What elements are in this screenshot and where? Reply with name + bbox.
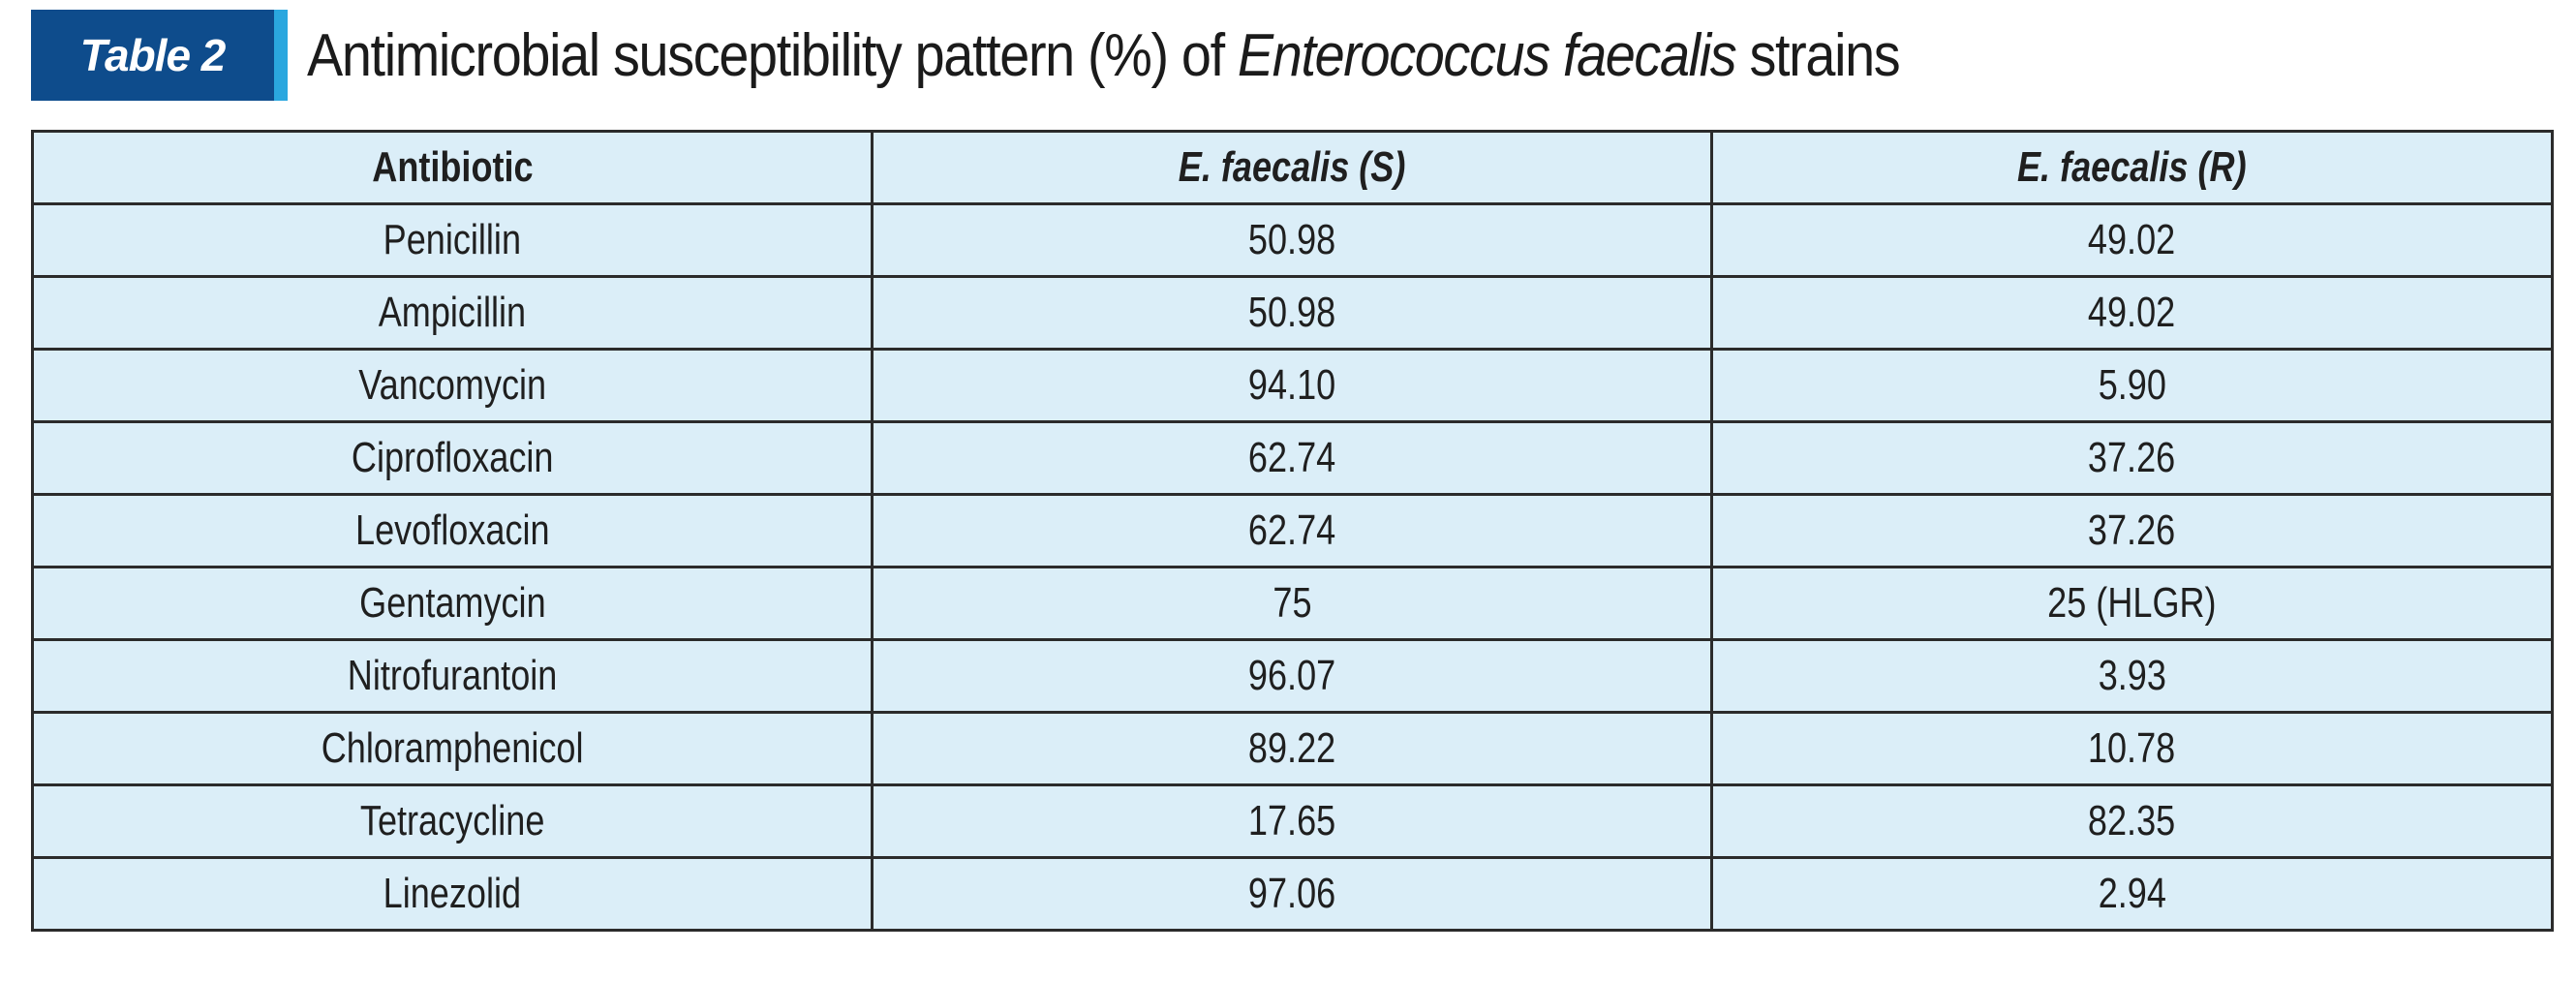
cell-susceptible: 96.07 [871,638,1713,714]
table-caption: Table 2 Antimicrobial susceptibility pat… [31,10,2076,101]
cell-antibiotic: Chloramphenicol [31,711,874,786]
cell-antibiotic: Levofloxacin [31,493,874,568]
table-row: Vancomycin 94.10 5.90 [31,348,2554,423]
table-row: Tetracycline 17.65 82.35 [31,783,2554,859]
table-row: Ampicillin 50.98 49.02 [31,275,2554,351]
table-row: Gentamycin 75 25 (HLGR) [31,566,2554,641]
cell-resistant: 49.02 [1710,202,2554,278]
cell-susceptible: 75 [871,566,1713,641]
cell-susceptible: 17.65 [871,783,1713,859]
cell-antibiotic: Linezolid [31,856,874,932]
table-number-badge: Table 2 [31,10,274,101]
table-header-row: Antibiotic E. faecalis (S) E. faecalis (… [31,130,2554,205]
cell-resistant: 3.93 [1710,638,2554,714]
cell-susceptible: 50.98 [871,202,1713,278]
table-title-prefix: Antimicrobial susceptibility pattern (%)… [307,21,1238,89]
cell-antibiotic: Ciprofloxacin [31,420,874,496]
table-row: Chloramphenicol 89.22 10.78 [31,711,2554,786]
table-row: Nitrofurantoin 96.07 3.93 [31,638,2554,714]
cell-antibiotic: Tetracycline [31,783,874,859]
cell-susceptible: 50.98 [871,275,1713,351]
cell-susceptible: 89.22 [871,711,1713,786]
cell-resistant: 10.78 [1710,711,2554,786]
table-row: Levofloxacin 62.74 37.26 [31,493,2554,568]
cell-antibiotic: Penicillin [31,202,874,278]
cell-resistant: 49.02 [1710,275,2554,351]
table-row: Linezolid 97.06 2.94 [31,856,2554,932]
cell-resistant: 25 (HLGR) [1710,566,2554,641]
cell-susceptible: 62.74 [871,493,1713,568]
table-title: Antimicrobial susceptibility pattern (%)… [307,21,1901,90]
badge-accent-bar [274,10,288,101]
table-title-species: Enterococcus faecalis [1237,21,1737,89]
cell-antibiotic: Ampicillin [31,275,874,351]
cell-susceptible: 62.74 [871,420,1713,496]
cell-susceptible: 97.06 [871,856,1713,932]
table-row: Ciprofloxacin 62.74 37.26 [31,420,2554,496]
cell-resistant: 2.94 [1710,856,2554,932]
cell-antibiotic: Gentamycin [31,566,874,641]
table-title-suffix: strains [1735,21,1900,89]
cell-antibiotic: Nitrofurantoin [31,638,874,714]
cell-resistant: 82.35 [1710,783,2554,859]
table-row: Penicillin 50.98 49.02 [31,202,2554,278]
cell-susceptible: 94.10 [871,348,1713,423]
header-antibiotic: Antibiotic [31,130,874,205]
cell-resistant: 37.26 [1710,493,2554,568]
header-resistant: E. faecalis (R) [1710,130,2554,205]
susceptibility-table: Antibiotic E. faecalis (S) E. faecalis (… [31,130,2554,932]
cell-antibiotic: Vancomycin [31,348,874,423]
cell-resistant: 37.26 [1710,420,2554,496]
table-body: Penicillin 50.98 49.02 Ampicillin 50.98 49.02… [31,202,2554,932]
header-susceptible: E. faecalis (S) [871,130,1713,205]
table-number-label: Table 2 [79,30,227,80]
cell-resistant: 5.90 [1710,348,2554,423]
